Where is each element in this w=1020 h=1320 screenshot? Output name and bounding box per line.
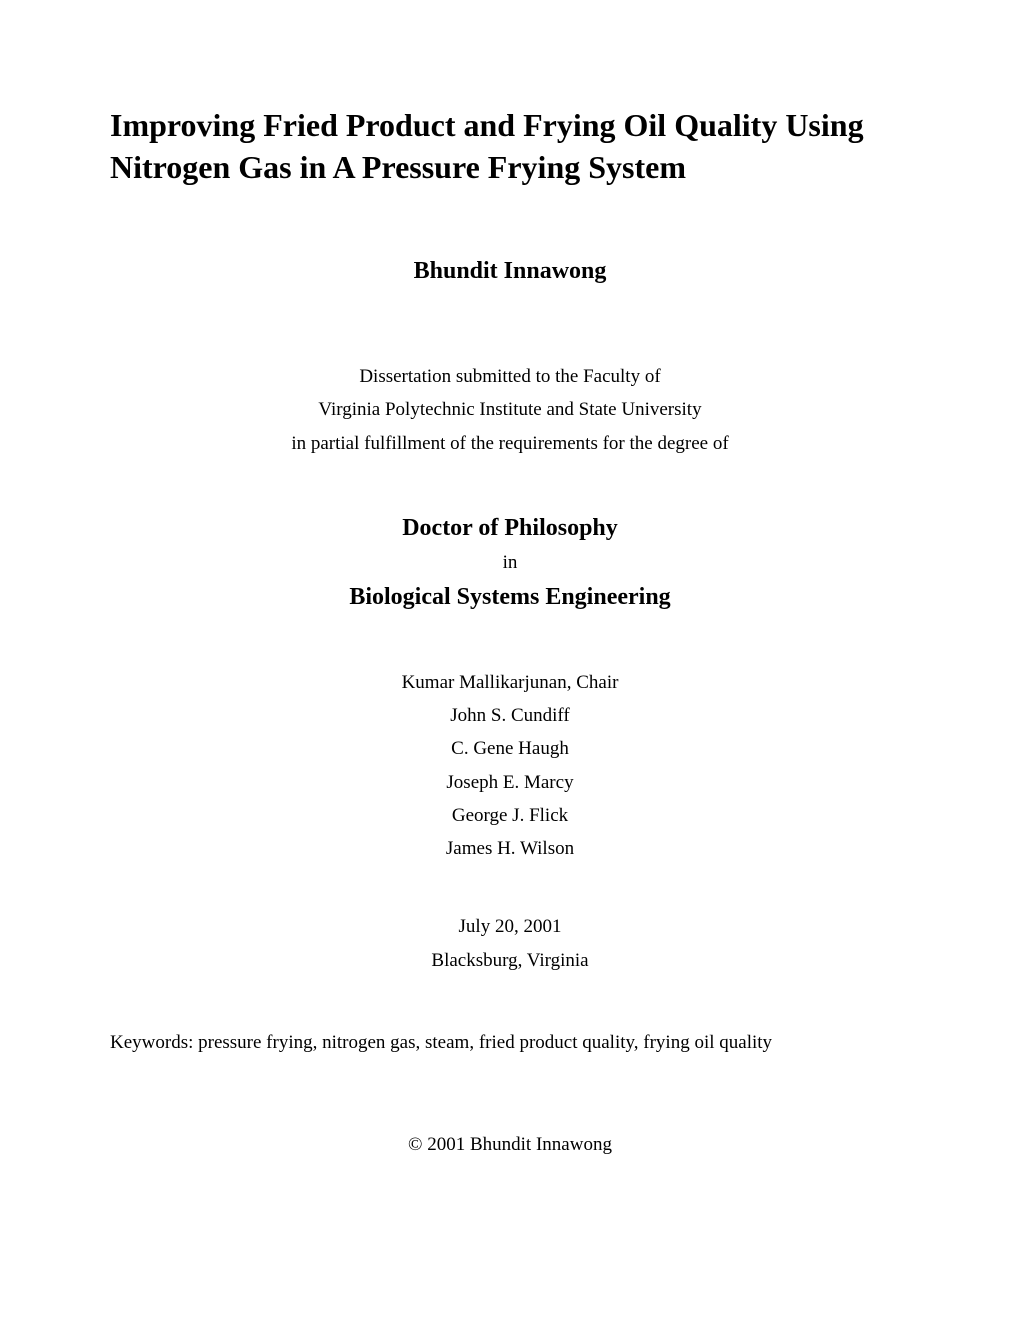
submission-line-3: in partial fulfillment of the requiremen… bbox=[110, 427, 910, 460]
committee-member: James H. Wilson bbox=[110, 832, 910, 865]
committee-member: Kumar Mallikarjunan, Chair bbox=[110, 666, 910, 699]
committee-member: Joseph E. Marcy bbox=[110, 766, 910, 799]
submission-line-2: Virginia Polytechnic Institute and State… bbox=[110, 393, 910, 426]
author-name: Bhundit Innawong bbox=[110, 258, 910, 285]
date-location-block: July 20, 2001 Blacksburg, Virginia bbox=[110, 910, 910, 977]
committee-block: Kumar Mallikarjunan, Chair John S. Cundi… bbox=[110, 666, 910, 866]
degree-block: Doctor of Philosophy in Biological Syste… bbox=[110, 515, 910, 611]
degree-title: Doctor of Philosophy bbox=[110, 515, 910, 542]
dissertation-location: Blacksburg, Virginia bbox=[110, 944, 910, 977]
degree-department: Biological Systems Engineering bbox=[110, 584, 910, 611]
degree-in: in bbox=[110, 552, 910, 574]
dissertation-title: Improving Fried Product and Frying Oil Q… bbox=[110, 105, 910, 188]
committee-member: John S. Cundiff bbox=[110, 699, 910, 732]
copyright-notice: © 2001 Bhundit Innawong bbox=[110, 1134, 910, 1156]
committee-member: C. Gene Haugh bbox=[110, 732, 910, 765]
submission-line-1: Dissertation submitted to the Faculty of bbox=[110, 360, 910, 393]
submission-statement: Dissertation submitted to the Faculty of… bbox=[110, 360, 910, 460]
committee-member: George J. Flick bbox=[110, 799, 910, 832]
dissertation-date: July 20, 2001 bbox=[110, 910, 910, 943]
keywords: Keywords: pressure frying, nitrogen gas,… bbox=[110, 1032, 910, 1054]
